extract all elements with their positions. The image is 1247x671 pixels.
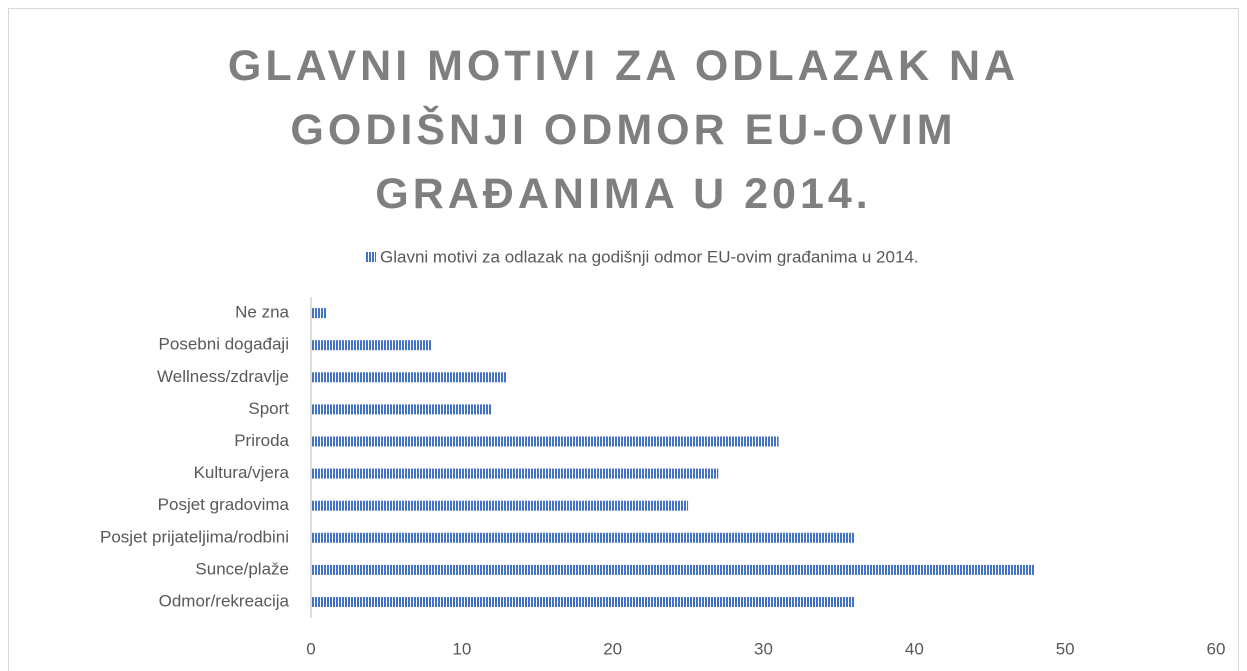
y-tick-label: Posjet prijateljima/rodbini <box>100 527 289 546</box>
bar <box>311 436 779 447</box>
bar <box>311 597 854 607</box>
bar <box>311 308 327 319</box>
y-tick-label: Ne zna <box>235 303 289 322</box>
x-tick-label: 60 <box>1207 639 1226 658</box>
y-tick-label: Kultura/vjera <box>194 463 290 482</box>
bar <box>311 372 508 383</box>
bar <box>311 564 1035 575</box>
legend-swatch <box>366 252 376 262</box>
x-tick-label: 50 <box>1056 639 1075 658</box>
bar <box>311 468 719 479</box>
chart-title: GLAVNI MOTIVI ZA ODLAZAK NA GODIŠNJI ODM… <box>227 42 1020 218</box>
y-tick-label: Posjet gradovima <box>158 495 290 514</box>
bar <box>311 404 492 415</box>
x-tick-label: 30 <box>754 639 773 658</box>
y-tick-label: Posebni događaji <box>159 335 289 354</box>
x-tick-label: 10 <box>452 639 471 658</box>
legend-label: Glavni motivi za odlazak na godišnji odm… <box>380 247 919 266</box>
y-tick-label: Sunce/plaže <box>195 559 289 578</box>
y-tick-label: Wellness/zdravlje <box>157 367 289 386</box>
y-tick-label: Sport <box>248 399 289 418</box>
bar <box>311 532 854 543</box>
y-tick-label: Odmor/rekreacija <box>159 591 290 610</box>
x-tick-label: 40 <box>905 639 924 658</box>
x-tick-label: 0 <box>306 639 315 658</box>
bar <box>311 340 432 351</box>
x-tick-label: 20 <box>603 639 622 658</box>
y-tick-label: Priroda <box>234 431 289 450</box>
chart-frame <box>8 8 1239 671</box>
bar <box>311 500 689 511</box>
